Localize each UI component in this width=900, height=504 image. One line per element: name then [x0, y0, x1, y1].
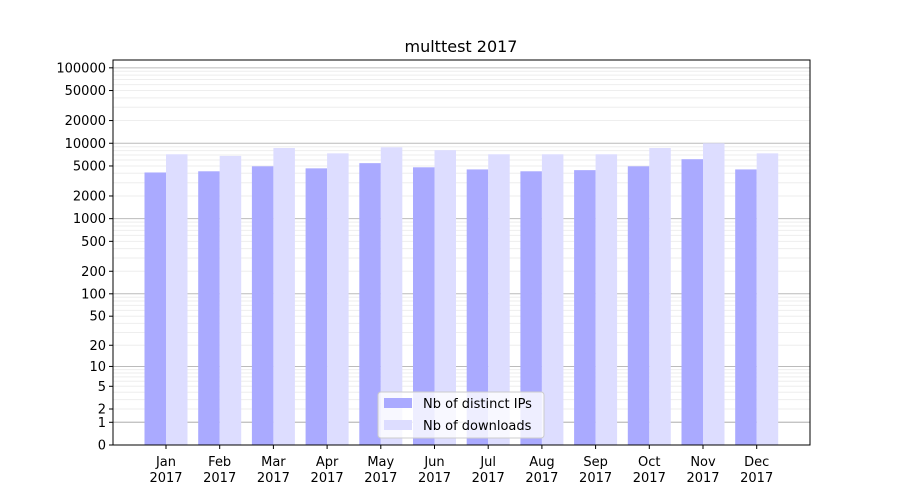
- x-tick-label: Jun: [423, 455, 444, 470]
- plot-frame: [112, 59, 811, 446]
- bar-ips: [198, 171, 220, 445]
- bar-downloads: [541, 154, 564, 446]
- bar-downloads: [327, 153, 349, 445]
- x-tick-label: Mar: [261, 455, 286, 470]
- y-tick-label: 200: [81, 265, 106, 280]
- bar-downloads: [273, 148, 295, 446]
- x-tick-label: Nov: [690, 455, 716, 470]
- bar-ips: [520, 171, 542, 445]
- x-tick-label: 2017: [472, 471, 505, 486]
- y-tick-label: 1000: [73, 212, 106, 227]
- x-tick-label: 2017: [633, 471, 666, 486]
- y-tick-label: 2000: [73, 189, 106, 204]
- bar-ips: [251, 166, 274, 445]
- bar-ips: [144, 172, 166, 445]
- bar-downloads: [703, 143, 725, 446]
- y-tick-label: 0: [98, 439, 106, 454]
- y-tick-label: 10: [89, 360, 106, 375]
- x-tick-label: Aug: [529, 455, 554, 470]
- bar-downloads: [380, 147, 403, 445]
- y-tick-label: 500: [81, 235, 106, 250]
- x-tick-label: May: [367, 455, 394, 470]
- y-tick-label: 50: [89, 310, 106, 325]
- bar-downloads: [595, 154, 618, 446]
- x-tick-label: Sep: [583, 455, 608, 470]
- legend-label: Nb of downloads: [423, 419, 532, 434]
- bar-ips: [466, 169, 489, 446]
- x-tick-label: 2017: [311, 471, 344, 486]
- y-tick-label: 100: [81, 287, 106, 302]
- x-tick-label: 2017: [686, 471, 719, 486]
- y-tick-label: 2: [98, 403, 106, 418]
- bar-downloads: [166, 154, 188, 446]
- bar-downloads: [434, 150, 456, 445]
- legend-swatch: [384, 420, 412, 430]
- x-tick-label: 2017: [149, 471, 182, 486]
- bar-downloads: [488, 154, 510, 446]
- y-tick-label: 20000: [65, 114, 106, 129]
- y-tick-label: 5000: [73, 159, 106, 174]
- bar-ips: [359, 163, 381, 446]
- y-tick-label: 20: [89, 339, 106, 354]
- x-tick-label: 2017: [203, 471, 236, 486]
- x-tick-label: 2017: [579, 471, 612, 486]
- bar-ips: [574, 170, 596, 445]
- x-tick-label: 2017: [418, 471, 451, 486]
- x-tick-label: Oct: [638, 455, 660, 470]
- x-tick-label: 2017: [525, 471, 558, 486]
- legend-swatch: [384, 398, 412, 408]
- bar-downloads: [219, 155, 242, 445]
- y-tick-label: 5: [98, 380, 106, 395]
- x-tick-label: 2017: [740, 471, 773, 486]
- x-tick-label: Apr: [316, 455, 339, 470]
- bar-downloads: [756, 153, 779, 445]
- x-tick-label: Feb: [208, 455, 231, 470]
- x-tick-label: Jan: [155, 455, 176, 470]
- x-tick-label: 2017: [364, 471, 397, 486]
- bar-ips: [305, 168, 328, 446]
- x-tick-label: Jul: [479, 455, 496, 470]
- legend-label: Nb of distinct IPs: [423, 397, 532, 412]
- y-tick-label: 1: [98, 416, 106, 431]
- bar-downloads: [649, 148, 671, 446]
- y-tick-label: 100000: [56, 61, 106, 76]
- y-tick-label: 50000: [65, 84, 106, 99]
- x-tick-label: 2017: [257, 471, 290, 486]
- x-tick-label: Dec: [744, 455, 769, 470]
- legend: [377, 391, 545, 439]
- bar-ips: [413, 167, 435, 445]
- bar-ips: [681, 159, 703, 445]
- bar-ips: [627, 166, 650, 445]
- y-tick-label: 10000: [65, 137, 106, 152]
- chart-title: multtest 2017: [405, 37, 518, 56]
- bar-ips: [735, 169, 757, 446]
